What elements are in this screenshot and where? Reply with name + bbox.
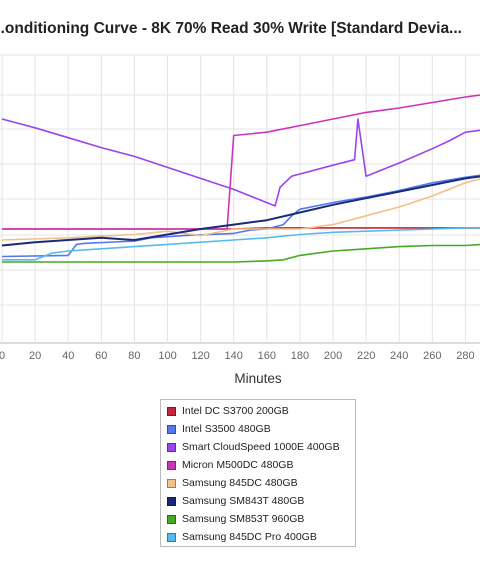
- legend: Intel DC S3700 200GB Intel S3500 480GB Sma…: [160, 399, 356, 547]
- series-line-5: [1, 178, 480, 241]
- legend-label: Intel S3500 480GB: [182, 423, 271, 435]
- x-tick-label: 120: [191, 350, 209, 362]
- legend-item: Smart CloudSpeed 1000E 400GB: [167, 438, 355, 456]
- x-tick-label: 240: [390, 350, 408, 362]
- legend-item: Samsung SM853T 960GB: [167, 510, 355, 528]
- x-tick-label: 180: [291, 350, 309, 362]
- series-lines: [1, 94, 480, 263]
- legend-swatch: [167, 514, 176, 524]
- x-tick-label: 200: [324, 350, 342, 362]
- grid-lines: [0, 54, 480, 344]
- legend-swatch: [167, 532, 176, 542]
- x-tick-label: 60: [95, 350, 107, 362]
- legend-label: Micron M500DC 480GB: [182, 459, 294, 471]
- x-tick-label: 0: [0, 350, 5, 362]
- legend-item: Micron M500DC 480GB: [167, 456, 355, 474]
- legend-label: Samsung 845DC Pro 400GB: [182, 531, 317, 543]
- x-tick-labels: 0 20 40 60 80 100 120 140 160 180 200 220 240 260 280: [0, 350, 475, 362]
- legend-label: Samsung SM843T 480GB: [182, 495, 305, 507]
- legend-label: Samsung SM853T 960GB: [182, 513, 305, 525]
- legend-swatch: [167, 442, 176, 452]
- series-line-2: [1, 174, 480, 258]
- legend-swatch: [167, 460, 176, 470]
- legend-swatch: [167, 424, 176, 434]
- legend-label: Intel DC S3700 200GB: [182, 405, 289, 417]
- legend-item: Intel DC S3700 200GB: [167, 402, 355, 420]
- x-tick-label: 160: [258, 350, 276, 362]
- x-tick-label: 260: [423, 350, 441, 362]
- legend-swatch: [167, 496, 176, 506]
- chart-title: ...onditioning Curve - 8K 70% Read 30% W…: [0, 20, 462, 37]
- legend-swatch: [167, 406, 176, 416]
- x-tick-label: 280: [456, 350, 474, 362]
- series-line-8: [2, 227, 480, 261]
- x-tick-label: 20: [29, 350, 41, 362]
- series-line-4: [2, 94, 480, 230]
- x-tick-label: 220: [357, 350, 375, 362]
- series-line-3: [1, 118, 480, 207]
- legend-label: Smart CloudSpeed 1000E 400GB: [182, 441, 340, 453]
- x-tick-label: 100: [158, 350, 176, 362]
- legend-item: Samsung 845DC 480GB: [167, 474, 355, 492]
- x-tick-label: 80: [128, 350, 140, 362]
- legend-item: Intel S3500 480GB: [167, 420, 355, 438]
- x-tick-label: 40: [62, 350, 74, 362]
- series-line-6: [1, 175, 480, 247]
- legend-item: Samsung 845DC Pro 400GB: [167, 528, 355, 546]
- series-line-7: [2, 243, 480, 263]
- legend-swatch: [167, 478, 176, 488]
- legend-item: Samsung SM843T 480GB: [167, 492, 355, 510]
- legend-label: Samsung 845DC 480GB: [182, 477, 298, 489]
- x-axis-label: Minutes: [234, 371, 282, 386]
- x-tick-label: 140: [225, 350, 243, 362]
